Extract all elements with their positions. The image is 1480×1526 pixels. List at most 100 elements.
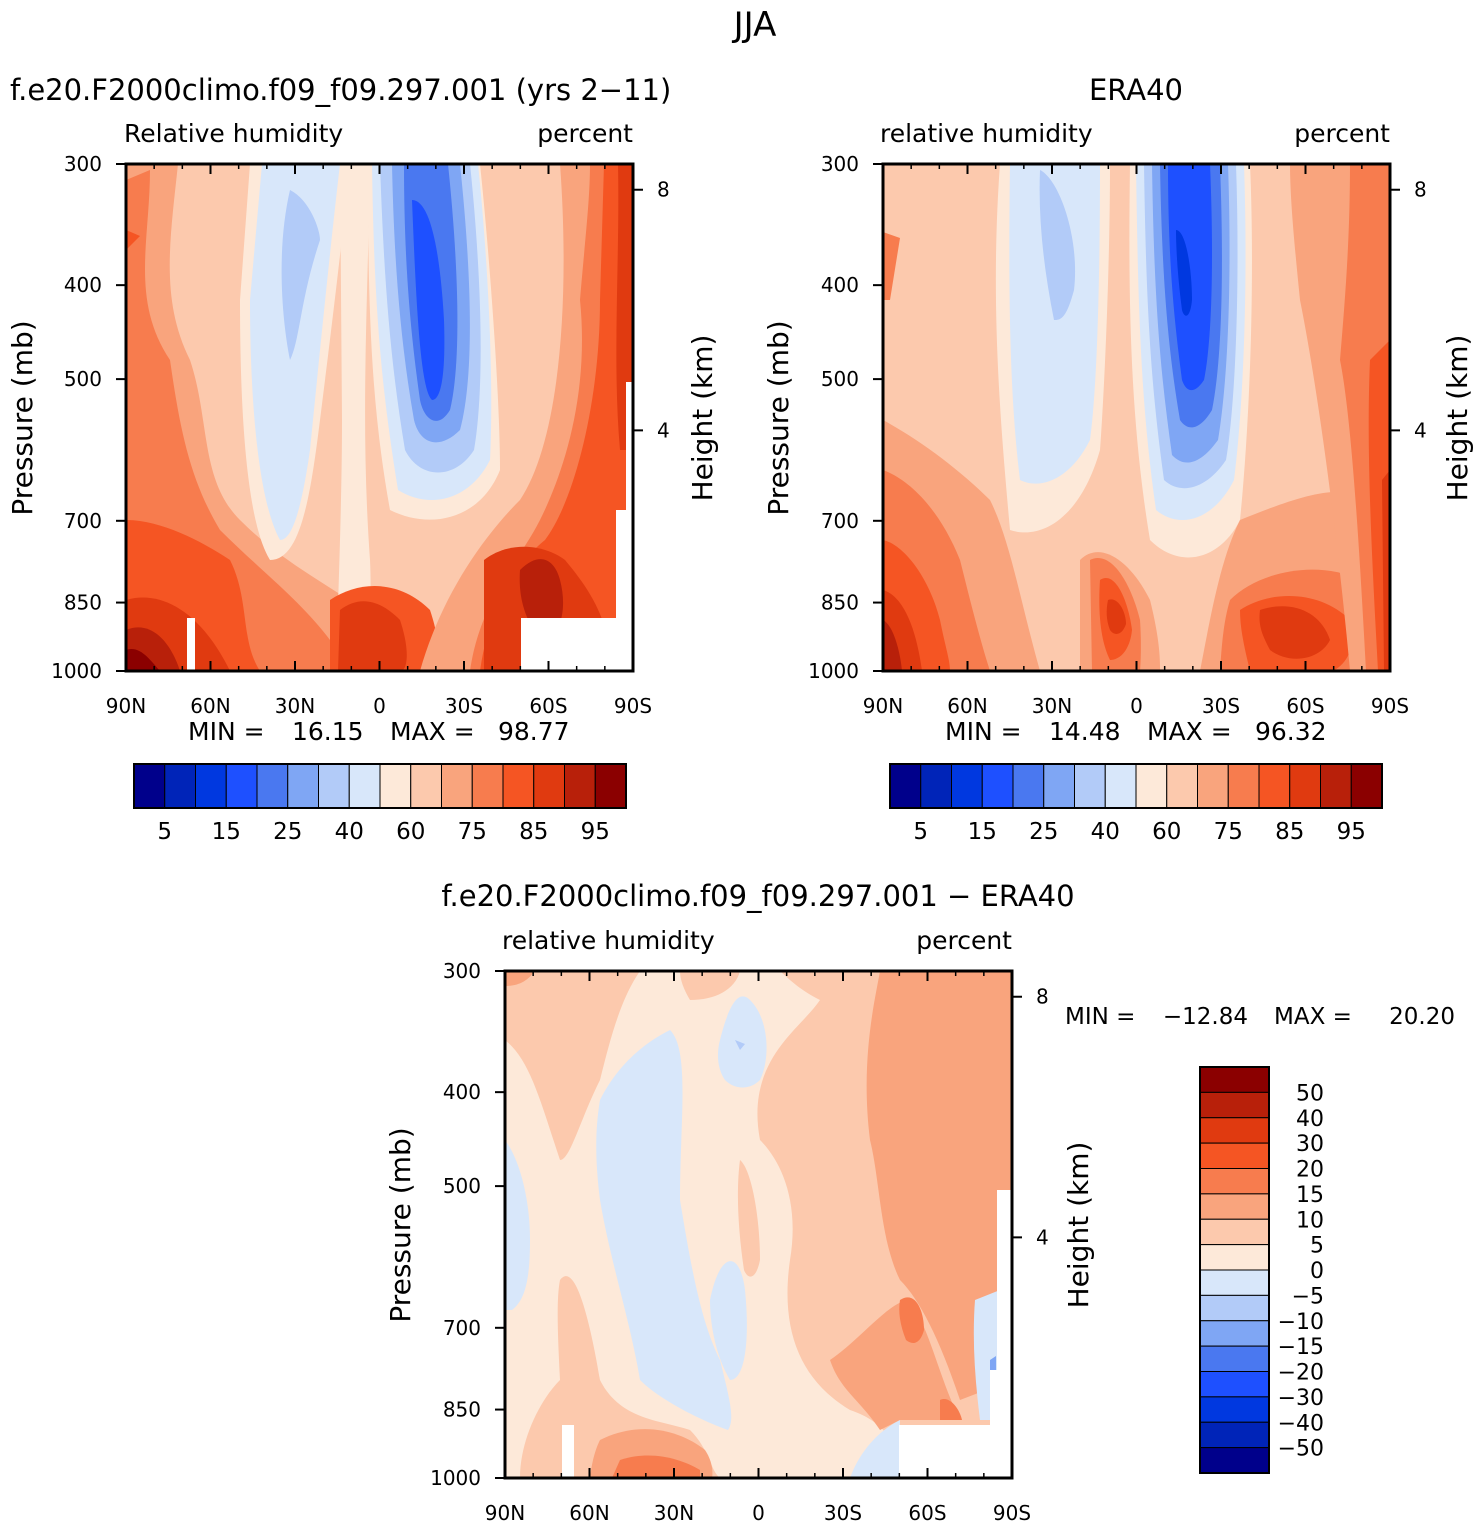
colorbar-label: 40 — [1296, 1107, 1324, 1132]
colorbar-swatch — [564, 763, 596, 809]
colorbar-label: 95 — [1337, 819, 1366, 845]
colorbar-label: 60 — [1152, 819, 1181, 845]
x-tick-label: 30N — [1032, 694, 1072, 718]
x-tick-label: 60S — [1286, 694, 1324, 718]
contour-field — [126, 164, 633, 671]
y-tick-label: 850 — [821, 591, 859, 615]
colorbar-swatch — [1199, 1447, 1270, 1474]
x-tick-label: 60N — [190, 694, 230, 718]
colorbar-label: 5 — [1310, 1234, 1324, 1259]
colorbar-swatch — [1289, 763, 1321, 809]
right-units-label: percent — [1294, 119, 1390, 148]
colorbar-swatch — [1199, 1168, 1270, 1195]
y-tick-label: 500 — [821, 367, 859, 391]
colorbar-label: 15 — [968, 819, 997, 845]
colorbar-swatch — [379, 763, 412, 809]
colorbar-swatch — [1320, 763, 1352, 809]
y-tick-label: 850 — [64, 591, 102, 615]
colorbar-label: 5 — [913, 819, 928, 845]
y-tick-label: 300 — [443, 959, 481, 983]
colorbar-label: 5 — [157, 819, 172, 845]
colorbar-swatch — [594, 763, 627, 809]
x-tick-label: 90N — [106, 694, 146, 718]
colorbar: 5 15 25 40 60 75 85 95 — [133, 763, 627, 845]
x-axis: 90N 60N 30N 0 30S 60S 90S — [863, 164, 1409, 718]
colorbar-label: −15 — [1278, 1335, 1324, 1360]
x-tick-label: 30N — [654, 1501, 694, 1525]
y2-axis-label: Height (km) — [686, 335, 719, 502]
colorbar-swatch — [533, 763, 565, 809]
y-tick-label: 700 — [443, 1316, 481, 1340]
x-tick-label: 90N — [863, 694, 903, 718]
colorbar-swatch — [981, 763, 1014, 809]
min-value: 16.15 — [292, 717, 364, 746]
colorbar-label: 50 — [1296, 1081, 1324, 1106]
y2-axis: 84 — [633, 178, 670, 442]
colorbar-swatch — [1199, 1345, 1270, 1372]
x-tick-label: 0 — [373, 694, 386, 718]
colorbar-swatch — [1199, 1142, 1270, 1169]
colorbar-swatch — [318, 763, 350, 809]
y2-axis-label: Height (km) — [1062, 1142, 1095, 1309]
colorbar-swatch — [164, 763, 196, 809]
panel-title: f.e20.F2000climo.f09_f09.297.001 − ERA40 — [441, 879, 1074, 913]
y-tick-label: 400 — [64, 273, 102, 297]
y2-tick-label: 8 — [1414, 178, 1427, 202]
y-tick-label: 1000 — [51, 659, 102, 683]
y-tick-label: 850 — [443, 1398, 481, 1422]
x-axis: 90N 60N 30N 0 30S 60S 90S — [485, 971, 1031, 1525]
colorbar-swatch — [1012, 763, 1045, 809]
colorbar-swatch — [889, 763, 922, 809]
colorbar-label: 85 — [1275, 819, 1304, 845]
min-value: −12.84 — [1163, 1004, 1248, 1030]
colorbar-frame — [889, 763, 1383, 809]
colorbar-swatch — [133, 763, 166, 809]
y-axis: 300 400 500 700 850 1000 — [51, 152, 126, 683]
panel-title: f.e20.F2000climo.f09_f09.297.001 (yrs 2−… — [10, 73, 671, 107]
x-tick-label: 30S — [1202, 694, 1240, 718]
colorbar-swatch — [1199, 1396, 1270, 1423]
left-field-label: relative humidity — [880, 119, 1093, 148]
y-tick-label: 700 — [64, 509, 102, 533]
y-tick-label: 400 — [443, 1080, 481, 1104]
max-value: 20.20 — [1389, 1004, 1455, 1030]
x-tick-label: 30S — [445, 694, 483, 718]
colorbar-frame — [133, 763, 627, 809]
x-tick-label: 90N — [485, 1501, 525, 1525]
colorbar-swatch — [1258, 763, 1291, 809]
colorbar-label: −30 — [1278, 1386, 1324, 1411]
panel-title: ERA40 — [1089, 73, 1183, 107]
colorbar-swatch — [441, 763, 473, 809]
colorbar-swatch — [1199, 1269, 1270, 1296]
contour-field — [505, 971, 1012, 1478]
y-tick-label: 500 — [443, 1174, 481, 1198]
colorbar-swatch — [348, 763, 381, 809]
colorbar-swatch — [1199, 1066, 1270, 1093]
panel-era40: ERA40 relative humidity percent — [762, 73, 1474, 845]
colorbar-label: 95 — [581, 819, 610, 845]
colorbar-swatch — [256, 763, 289, 809]
panel-difference: f.e20.F2000climo.f09_f09.297.001 − ERA40… — [384, 879, 1455, 1525]
colorbar-label: 10 — [1296, 1208, 1324, 1233]
min-label: MIN = — [1065, 1004, 1135, 1030]
x-tick-label: 90S — [1371, 694, 1409, 718]
colorbar-label: 40 — [335, 819, 364, 845]
colorbar-swatch — [502, 763, 535, 809]
colorbar-swatch — [1199, 1244, 1270, 1271]
x-tick-label: 60N — [947, 694, 987, 718]
colorbar-swatch — [287, 763, 319, 809]
colorbar-swatch — [1350, 763, 1383, 809]
y2-axis: 84 — [1390, 178, 1427, 442]
colorbar-swatch — [1074, 763, 1106, 809]
colorbar-label: 25 — [273, 819, 302, 845]
y-tick-label: 500 — [64, 367, 102, 391]
colorbar-swatch — [1197, 763, 1229, 809]
panel-model: f.e20.F2000climo.f09_f09.297.001 (yrs 2−… — [6, 73, 719, 845]
colorbar-label: −50 — [1278, 1437, 1324, 1462]
colorbar-label: 30 — [1296, 1132, 1324, 1157]
y-tick-label: 1000 — [430, 1466, 481, 1490]
colorbar-swatch — [1166, 763, 1198, 809]
colorbar-label: −5 — [1292, 1284, 1324, 1309]
x-axis: 90N 60N 30N 0 30S 60S 90S — [106, 164, 652, 718]
colorbar-label: 20 — [1296, 1158, 1324, 1183]
